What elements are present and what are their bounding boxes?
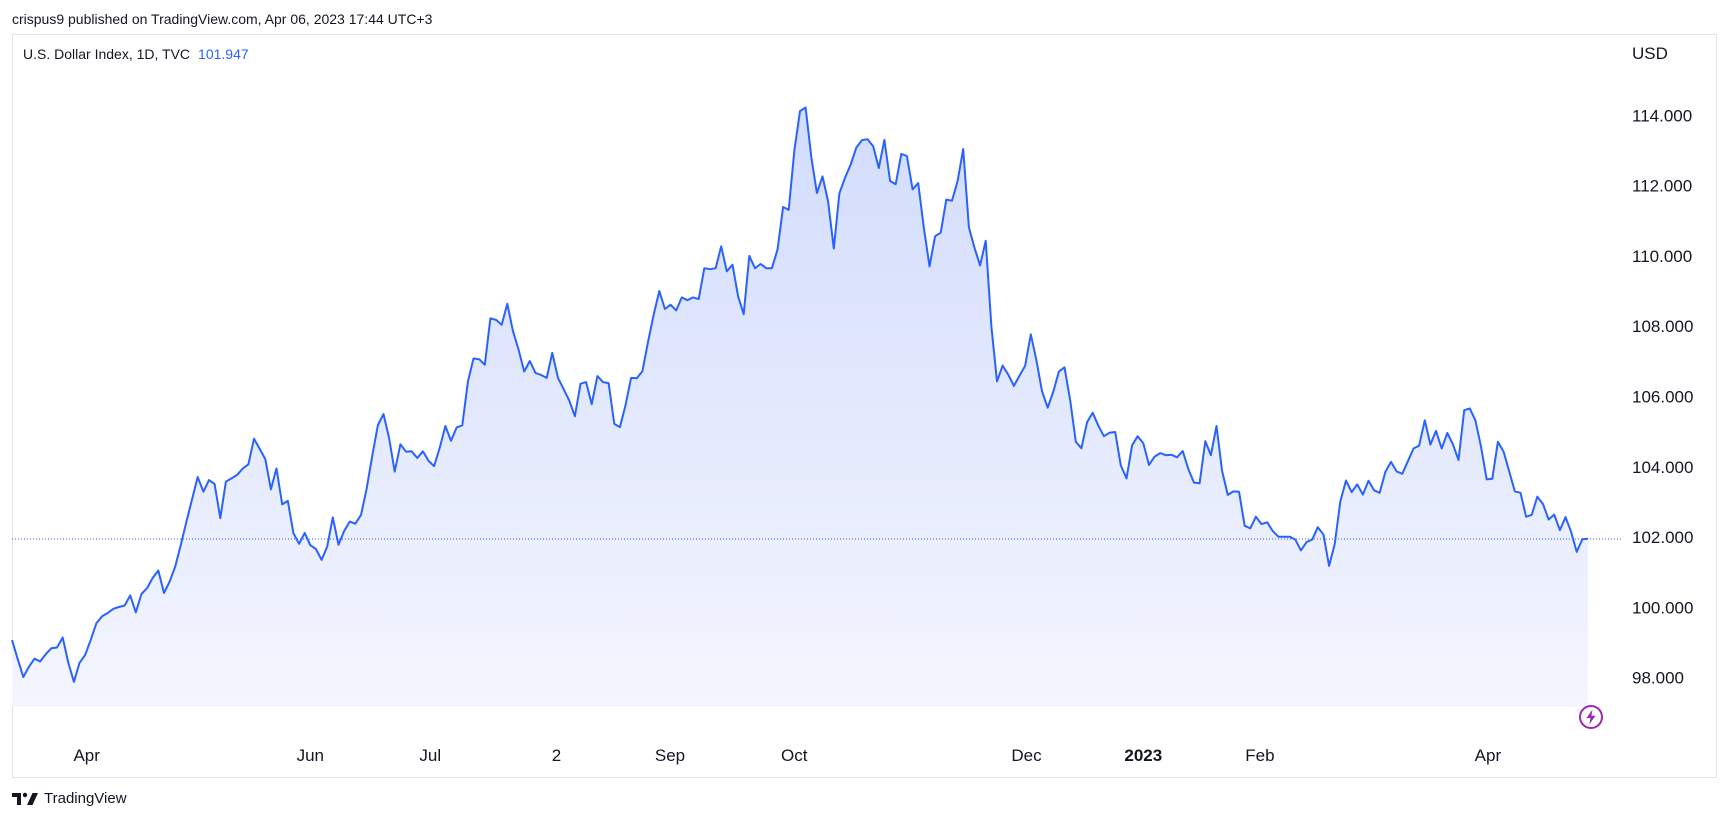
y-tick-label: 110.000 <box>1632 247 1692 266</box>
x-tick-label: Sep <box>655 746 685 765</box>
last-value-label: 101.947 <box>198 46 249 62</box>
y-tick-label: 104.000 <box>1632 458 1693 477</box>
x-tick-label: 2 <box>552 746 561 765</box>
y-tick-label: 114.000 <box>1632 106 1692 125</box>
y-tick-label: 100.000 <box>1632 598 1693 617</box>
published-by-line: crispus9 published on TradingView.com, A… <box>12 11 433 27</box>
area-fill <box>12 107 1588 707</box>
y-tick-label: 112.000 <box>1632 177 1692 196</box>
y-tick-label: 106.000 <box>1632 387 1693 406</box>
x-tick-label: Dec <box>1011 746 1042 765</box>
x-tick-label: Jun <box>297 746 324 765</box>
chart-pane[interactable] <box>12 34 1717 778</box>
x-tick-label: Jul <box>419 746 441 765</box>
price-axis-unit: USD <box>1632 44 1668 63</box>
series-legend[interactable]: U.S. Dollar Index, 1D, TVC 101.947 <box>23 46 249 62</box>
symbol-label: U.S. Dollar Index, 1D, TVC <box>23 46 191 62</box>
brand-name: TradingView <box>44 790 127 807</box>
tradingview-logo-icon <box>12 792 38 805</box>
x-tick-label: Feb <box>1245 746 1274 765</box>
footer-brand[interactable]: TradingView <box>12 790 127 807</box>
y-tick-label: 108.000 <box>1632 317 1693 336</box>
x-tick-label: Apr <box>1475 746 1502 765</box>
y-tick-label: 102.000 <box>1632 528 1693 547</box>
lightning-bolt-icon[interactable] <box>1578 704 1604 730</box>
y-tick-label: 98.000 <box>1632 669 1684 688</box>
x-tick-label: Oct <box>781 746 808 765</box>
x-tick-label: Apr <box>73 746 100 765</box>
x-tick-label: 2023 <box>1124 746 1162 765</box>
series-line <box>11 106 1589 683</box>
